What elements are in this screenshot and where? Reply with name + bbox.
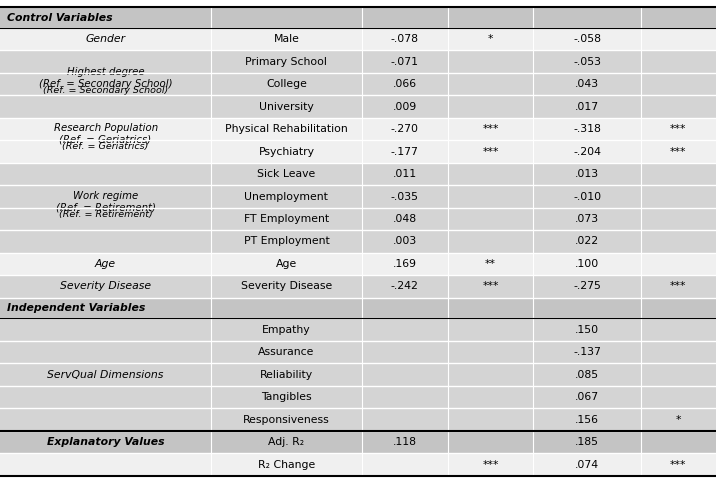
Text: .048: .048 [392, 214, 417, 224]
Text: .067: .067 [575, 392, 599, 402]
Text: ***: *** [670, 459, 687, 469]
Text: .100: .100 [575, 259, 599, 269]
Text: PT Employment: PT Employment [243, 237, 329, 246]
Text: -.275: -.275 [574, 282, 601, 292]
Text: ***: *** [670, 282, 687, 292]
Text: .003: .003 [392, 237, 417, 246]
Text: Responsiveness: Responsiveness [243, 414, 330, 425]
Text: -.242: -.242 [391, 282, 418, 292]
Bar [0, 73, 716, 95]
Text: -.204: -.204 [573, 146, 601, 156]
Text: R₂ Change: R₂ Change [258, 459, 315, 469]
Bar [0, 386, 716, 408]
Bar [0, 275, 716, 298]
Text: Adj. R₂: Adj. R₂ [268, 437, 304, 447]
Bar [0, 431, 716, 453]
Text: -.053: -.053 [573, 57, 601, 67]
Text: Highest degree
(Ref. = Secondary School): Highest degree (Ref. = Secondary School) [39, 67, 173, 88]
Text: Severity Disease: Severity Disease [241, 282, 332, 292]
Bar [0, 95, 716, 118]
Text: .066: .066 [392, 79, 417, 89]
Text: .185: .185 [575, 437, 599, 447]
Bar [0, 163, 716, 185]
Bar [0, 7, 716, 28]
Text: Sick Leave: Sick Leave [257, 169, 316, 179]
Text: Work regime
(Ref. = Retirement): Work regime (Ref. = Retirement) [56, 191, 155, 212]
Bar [0, 253, 716, 275]
Text: .017: .017 [575, 101, 599, 112]
Text: Assurance: Assurance [258, 347, 314, 357]
Bar [0, 50, 716, 73]
Bar [0, 298, 716, 318]
Text: Tangibles: Tangibles [261, 392, 311, 402]
Text: University: University [259, 101, 314, 112]
Text: Primary School: Primary School [246, 57, 327, 67]
Text: -.318: -.318 [574, 124, 601, 134]
Text: Control Variables: Control Variables [7, 13, 113, 23]
Bar [0, 230, 716, 253]
Text: Psychiatry: Psychiatry [258, 146, 314, 156]
Text: -.035: -.035 [390, 191, 419, 201]
Text: .169: .169 [392, 259, 417, 269]
Text: Research Population
(Ref. = Geriatrics): Research Population (Ref. = Geriatrics) [54, 123, 158, 145]
Text: *: * [488, 34, 493, 44]
Text: FT Employment: FT Employment [244, 214, 329, 224]
Text: ***: *** [482, 146, 499, 156]
Text: -.071: -.071 [390, 57, 419, 67]
Text: .043: .043 [575, 79, 599, 89]
Text: -.177: -.177 [391, 146, 418, 156]
Bar [0, 453, 716, 476]
Bar [0, 408, 716, 431]
Text: Unemployment: Unemployment [244, 191, 329, 201]
Text: Male: Male [274, 34, 299, 44]
Text: ***: *** [482, 282, 499, 292]
Text: **: ** [485, 259, 496, 269]
Bar [0, 208, 716, 230]
Text: Explanatory Values: Explanatory Values [47, 437, 165, 447]
Text: .085: .085 [575, 369, 599, 380]
Text: (Ref. = Geriatrics): (Ref. = Geriatrics) [62, 142, 149, 151]
Text: -.010: -.010 [573, 191, 601, 201]
Text: .150: .150 [575, 325, 599, 335]
Text: Independent Variables: Independent Variables [7, 303, 145, 313]
Text: Gender: Gender [85, 34, 126, 44]
Text: Age: Age [276, 259, 297, 269]
Text: -.078: -.078 [390, 34, 419, 44]
Text: .118: .118 [392, 437, 417, 447]
Text: -.137: -.137 [574, 347, 601, 357]
Text: College: College [266, 79, 307, 89]
Text: *: * [676, 414, 681, 425]
Text: (Ref. = Secondary School): (Ref. = Secondary School) [43, 86, 168, 95]
Bar [0, 318, 716, 341]
Text: Severity Disease: Severity Disease [60, 282, 151, 292]
Text: .074: .074 [575, 459, 599, 469]
Bar [0, 341, 716, 363]
Text: .073: .073 [575, 214, 599, 224]
Text: .011: .011 [392, 169, 417, 179]
Text: ServQual Dimensions: ServQual Dimensions [47, 369, 164, 380]
Text: Physical Rehabilitation: Physical Rehabilitation [225, 124, 348, 134]
Bar [0, 185, 716, 208]
Text: ***: *** [482, 124, 499, 134]
Bar [0, 140, 716, 163]
Text: Age: Age [95, 259, 116, 269]
Text: .013: .013 [575, 169, 599, 179]
Text: ***: *** [670, 124, 687, 134]
Text: -.270: -.270 [390, 124, 419, 134]
Text: (Ref. = Retirement): (Ref. = Retirement) [59, 210, 153, 218]
Text: ***: *** [482, 459, 499, 469]
Bar [0, 28, 716, 50]
Text: Empathy: Empathy [262, 325, 311, 335]
Text: .009: .009 [392, 101, 417, 112]
Text: ***: *** [670, 146, 687, 156]
Text: .022: .022 [575, 237, 599, 246]
Bar [0, 118, 716, 140]
Text: Reliability: Reliability [260, 369, 313, 380]
Text: -.058: -.058 [573, 34, 601, 44]
Bar [0, 363, 716, 386]
Text: .156: .156 [575, 414, 599, 425]
